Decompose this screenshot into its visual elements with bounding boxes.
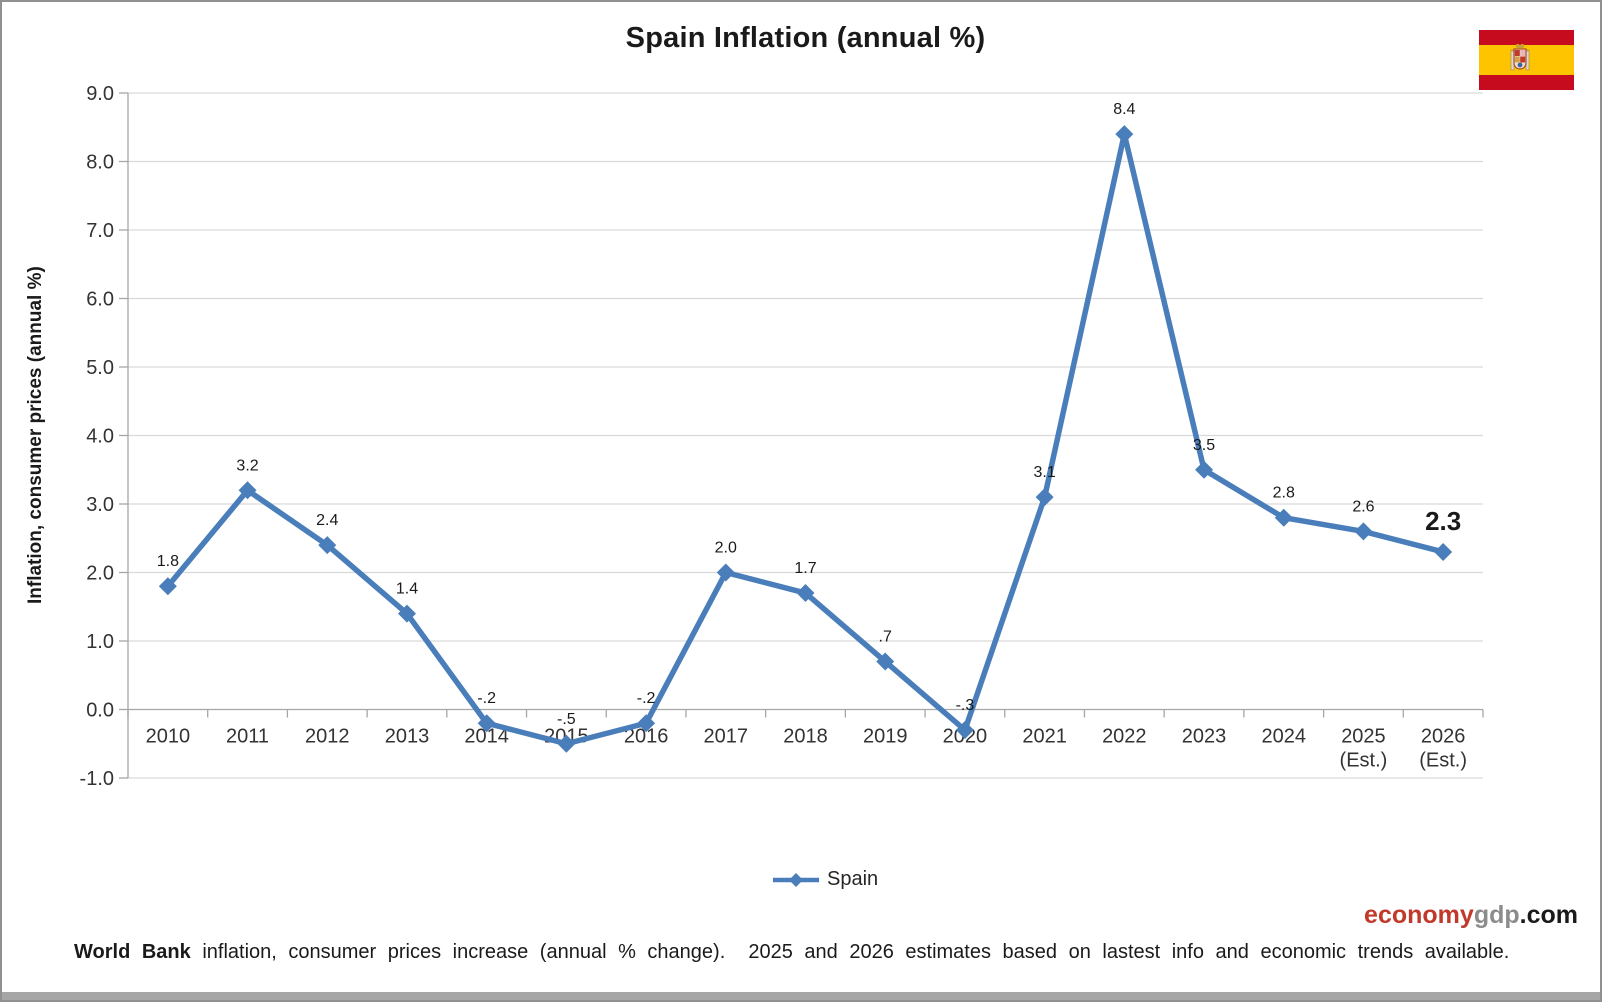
source-note-text: inflation, consumer prices increase (ann… <box>190 941 1510 963</box>
svg-text:-.5: -.5 <box>557 711 576 728</box>
spain-coat-of-arms-icon <box>1510 43 1530 71</box>
svg-text:0.0: 0.0 <box>86 700 114 722</box>
svg-text:2024: 2024 <box>1261 726 1306 748</box>
svg-text:3.0: 3.0 <box>86 494 114 516</box>
svg-text:2022: 2022 <box>1102 726 1147 748</box>
svg-text:.7: .7 <box>879 629 892 646</box>
svg-text:-.2: -.2 <box>477 690 496 707</box>
svg-text:8.0: 8.0 <box>86 152 114 174</box>
svg-text:2011: 2011 <box>226 726 269 748</box>
source-note-bold: World Bank <box>74 941 191 963</box>
svg-text:2012: 2012 <box>305 726 350 748</box>
svg-text:2023: 2023 <box>1182 726 1227 748</box>
svg-text:2010: 2010 <box>146 726 191 748</box>
svg-text:9.0: 9.0 <box>86 83 114 105</box>
legend-line-marker-icon <box>773 872 819 887</box>
svg-text:1.4: 1.4 <box>396 581 418 598</box>
svg-text:2026: 2026 <box>1421 726 1466 748</box>
spain-flag-icon <box>1479 30 1574 90</box>
svg-text:2013: 2013 <box>385 726 430 748</box>
watermark-com: .com <box>1519 901 1578 929</box>
watermark: economygdp.com <box>1364 901 1578 930</box>
svg-text:2018: 2018 <box>783 726 828 748</box>
chart-title: Spain Inflation (annual %) <box>625 22 986 54</box>
svg-text:(Est.): (Est.) <box>1340 750 1388 772</box>
svg-text:2.3: 2.3 <box>1425 506 1461 536</box>
svg-text:5.0: 5.0 <box>86 357 114 379</box>
svg-text:3.5: 3.5 <box>1193 437 1215 454</box>
svg-text:2.0: 2.0 <box>86 563 114 585</box>
svg-text:8.4: 8.4 <box>1113 101 1135 118</box>
svg-text:-.3: -.3 <box>956 697 975 714</box>
svg-text:2.4: 2.4 <box>316 512 338 529</box>
svg-text:6.0: 6.0 <box>86 289 114 311</box>
legend-label: Spain <box>827 868 879 890</box>
svg-text:7.0: 7.0 <box>86 220 114 242</box>
svg-text:2025: 2025 <box>1341 726 1386 748</box>
svg-text:(Est.): (Est.) <box>1419 750 1467 772</box>
svg-text:3.2: 3.2 <box>236 457 258 474</box>
bottom-border-bar <box>2 992 1600 1000</box>
svg-text:2014: 2014 <box>464 726 509 748</box>
svg-text:-.2: -.2 <box>637 690 656 707</box>
watermark-gdp: gdp <box>1473 901 1520 929</box>
svg-text:4.0: 4.0 <box>86 426 114 448</box>
watermark-economy: economy <box>1364 901 1474 929</box>
svg-text:2021: 2021 <box>1022 726 1067 748</box>
svg-text:1.8: 1.8 <box>157 553 179 570</box>
svg-text:2017: 2017 <box>704 726 749 748</box>
svg-text:2.0: 2.0 <box>715 540 737 557</box>
legend: Spain <box>772 868 878 891</box>
svg-text:2019: 2019 <box>863 726 908 748</box>
svg-text:1.0: 1.0 <box>86 631 114 653</box>
svg-text:2.6: 2.6 <box>1352 498 1374 515</box>
svg-text:2016: 2016 <box>624 726 669 748</box>
svg-text:-1.0: -1.0 <box>80 768 114 790</box>
svg-text:1.7: 1.7 <box>794 560 816 577</box>
source-note: World Bank inflation, consumer prices in… <box>74 941 1509 964</box>
svg-text:3.1: 3.1 <box>1033 464 1055 481</box>
svg-text:2.8: 2.8 <box>1273 485 1295 502</box>
